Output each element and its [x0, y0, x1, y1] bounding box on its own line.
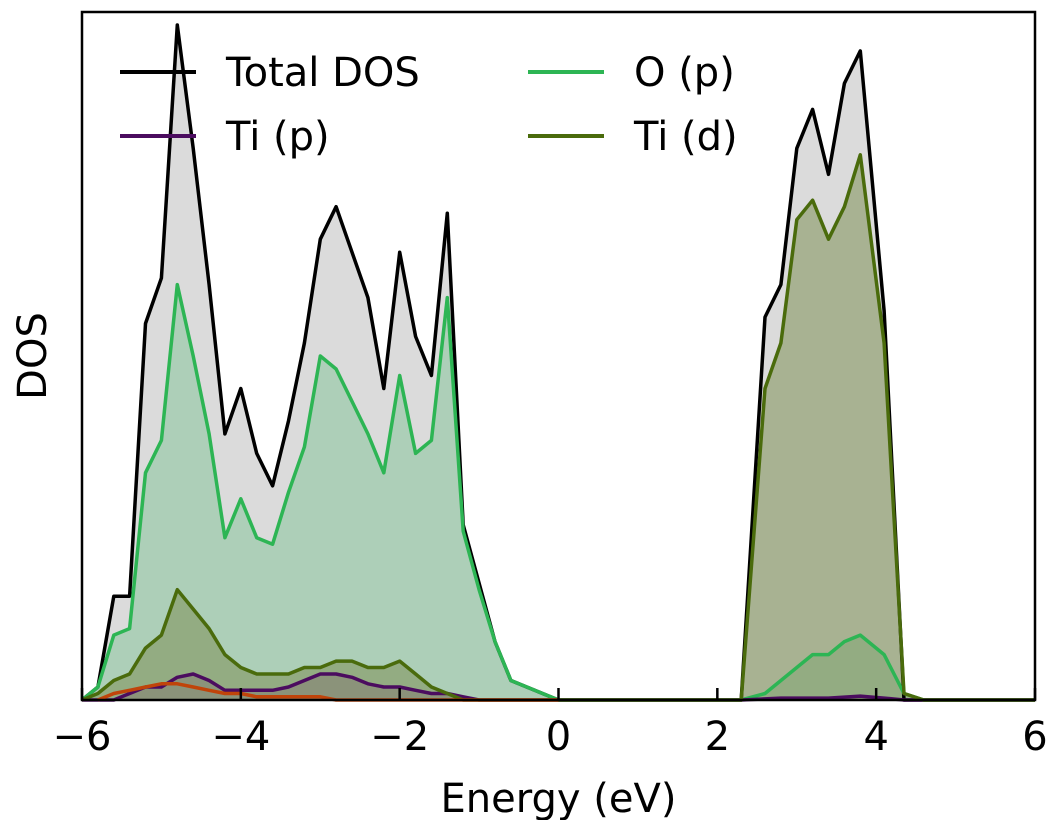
ti-p-legend-label: Ti (p) [225, 114, 330, 160]
x-tick-label: −6 [53, 714, 112, 760]
x-tick-label: 2 [705, 714, 730, 760]
x-tick-label: 4 [863, 714, 888, 760]
o-p-line [80, 282, 1035, 702]
area-fills [82, 25, 1035, 701]
legend: Total DOS O (p) Ti (p) Ti (d) [120, 50, 738, 160]
ti-d-area [82, 154, 1035, 701]
x-axis-ticks: −6 −4 −2 0 2 4 6 [53, 688, 1048, 760]
series-lines [80, 23, 1035, 702]
x-tick-label: 6 [1022, 714, 1047, 760]
total-dos-legend-label: Total DOS [225, 50, 420, 96]
o-p-area [82, 284, 1035, 700]
ti-d-line [81, 153, 1035, 702]
o-p-legend-label: O (p) [634, 50, 735, 96]
total-dos-line [80, 23, 1035, 702]
ti-d-legend-label: Ti (d) [633, 114, 738, 160]
x-tick-label: 0 [546, 714, 571, 760]
y-axis-label: DOS [10, 312, 56, 400]
x-axis-label: Energy (eV) [441, 776, 677, 820]
x-tick-label: −2 [370, 714, 429, 760]
x-tick-label: −4 [211, 714, 270, 760]
